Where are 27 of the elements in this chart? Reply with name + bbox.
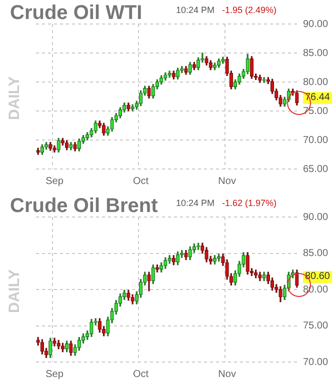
y-tick-label: 90.00: [302, 18, 328, 30]
candlestick: [176, 68, 180, 80]
candlestick: [250, 56, 254, 79]
y-tick-label: 85.00: [302, 48, 328, 59]
text: 80.60: [302, 270, 332, 282]
x-tick-label: Nov: [218, 176, 236, 187]
y-tick-label: 75.00: [302, 320, 328, 332]
chart-title: Crude Oil Brent: [10, 195, 158, 218]
candlestick: [176, 251, 180, 266]
y-tick-label: 70.00: [302, 356, 328, 368]
x-tick-label: Nov: [218, 368, 236, 380]
y-tick-label: 90.00: [302, 212, 328, 223]
chart-title: Crude Oil WTI: [10, 2, 142, 25]
text: 10:24 PM: [176, 5, 215, 15]
y-tick-label: 80.00: [302, 76, 328, 88]
candlestick: [212, 255, 217, 264]
x-tick-label: Oct: [133, 176, 149, 187]
text: -1.95 (2.49%): [222, 5, 277, 15]
y-tick-label: 65.00: [302, 164, 328, 175]
x-tick-label: Sep: [46, 368, 64, 380]
x-tick-label: Oct: [133, 368, 149, 380]
y-tick-label: 85.00: [302, 248, 328, 259]
candlestick: [262, 77, 266, 83]
text: 10:24 PM: [176, 198, 215, 208]
x-tick-label: Sep: [46, 176, 64, 187]
y-tick-label: 70.00: [302, 134, 328, 146]
text: -1.62 (1.97%): [222, 198, 277, 208]
